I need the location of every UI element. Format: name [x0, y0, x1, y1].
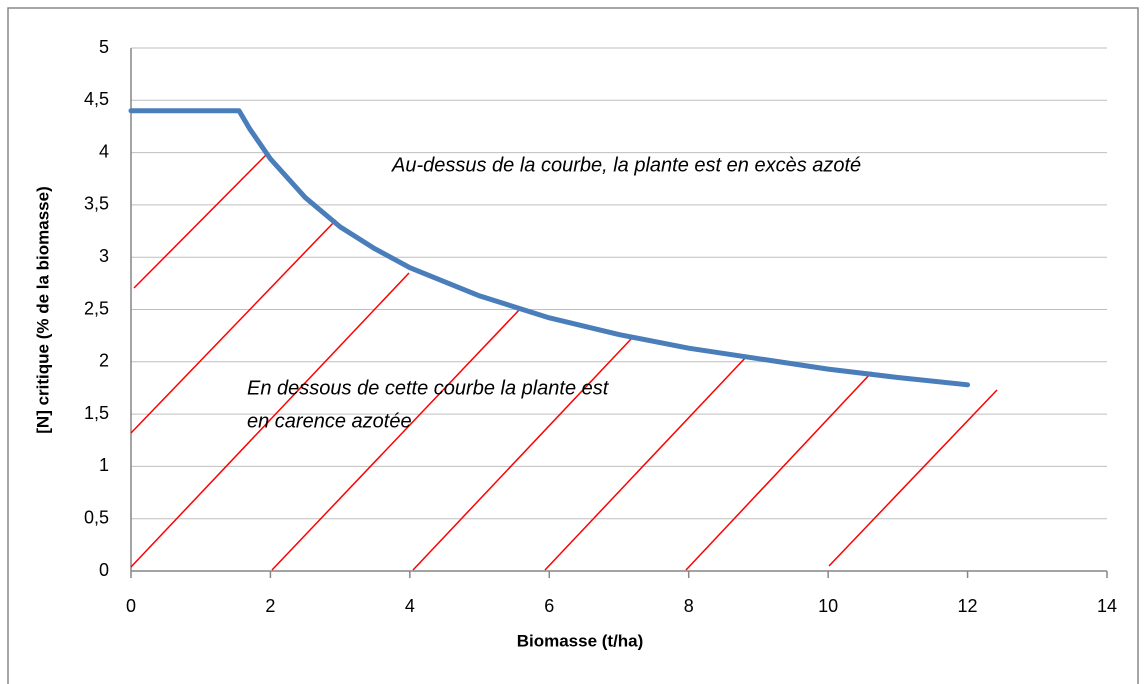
- x-axis-label: Biomasse (t/ha): [517, 631, 644, 650]
- y-tick-label: 5: [99, 37, 109, 57]
- x-tick-label: 2: [265, 596, 275, 616]
- x-tick-label: 4: [405, 596, 415, 616]
- y-tick-label: 4: [99, 141, 109, 161]
- hatch-line: [412, 337, 633, 571]
- y-tick-label: 0,5: [84, 507, 109, 527]
- x-tick-label: 6: [544, 596, 554, 616]
- y-tick-label: 1,5: [84, 403, 109, 423]
- y-tick-label: 2: [99, 351, 109, 371]
- hatch-line: [685, 371, 873, 571]
- x-tick-label: 10: [818, 596, 838, 616]
- annotation: en carence azotée: [247, 410, 412, 432]
- x-tick-label: 14: [1097, 596, 1117, 616]
- x-tick-label: 8: [684, 596, 694, 616]
- annotation: En dessous de cette courbe la plante est: [247, 377, 610, 399]
- hatch-line: [271, 307, 522, 571]
- data-line: [128, 108, 971, 388]
- y-tick-label: 4,5: [84, 89, 109, 109]
- hatching: [130, 152, 998, 571]
- hatch-line: [130, 219, 337, 434]
- hatch-line: [544, 355, 748, 571]
- x-tick-label: 12: [958, 596, 978, 616]
- annotation: Au-dessus de la courbe, la plante est en…: [391, 154, 861, 176]
- y-tick-label: 0: [99, 560, 109, 580]
- y-axis-label: [N] critique (% de la biomasse): [33, 186, 52, 434]
- y-tick-label: 2,5: [84, 298, 109, 318]
- y-tick-label: 3: [99, 246, 109, 266]
- y-tick-label: 1: [99, 455, 109, 475]
- x-tick-label: 0: [126, 596, 136, 616]
- y-tick-label: 3,5: [84, 194, 109, 214]
- hatch-line: [828, 389, 998, 567]
- hatch-line: [130, 272, 410, 568]
- hatch-line: [133, 152, 269, 289]
